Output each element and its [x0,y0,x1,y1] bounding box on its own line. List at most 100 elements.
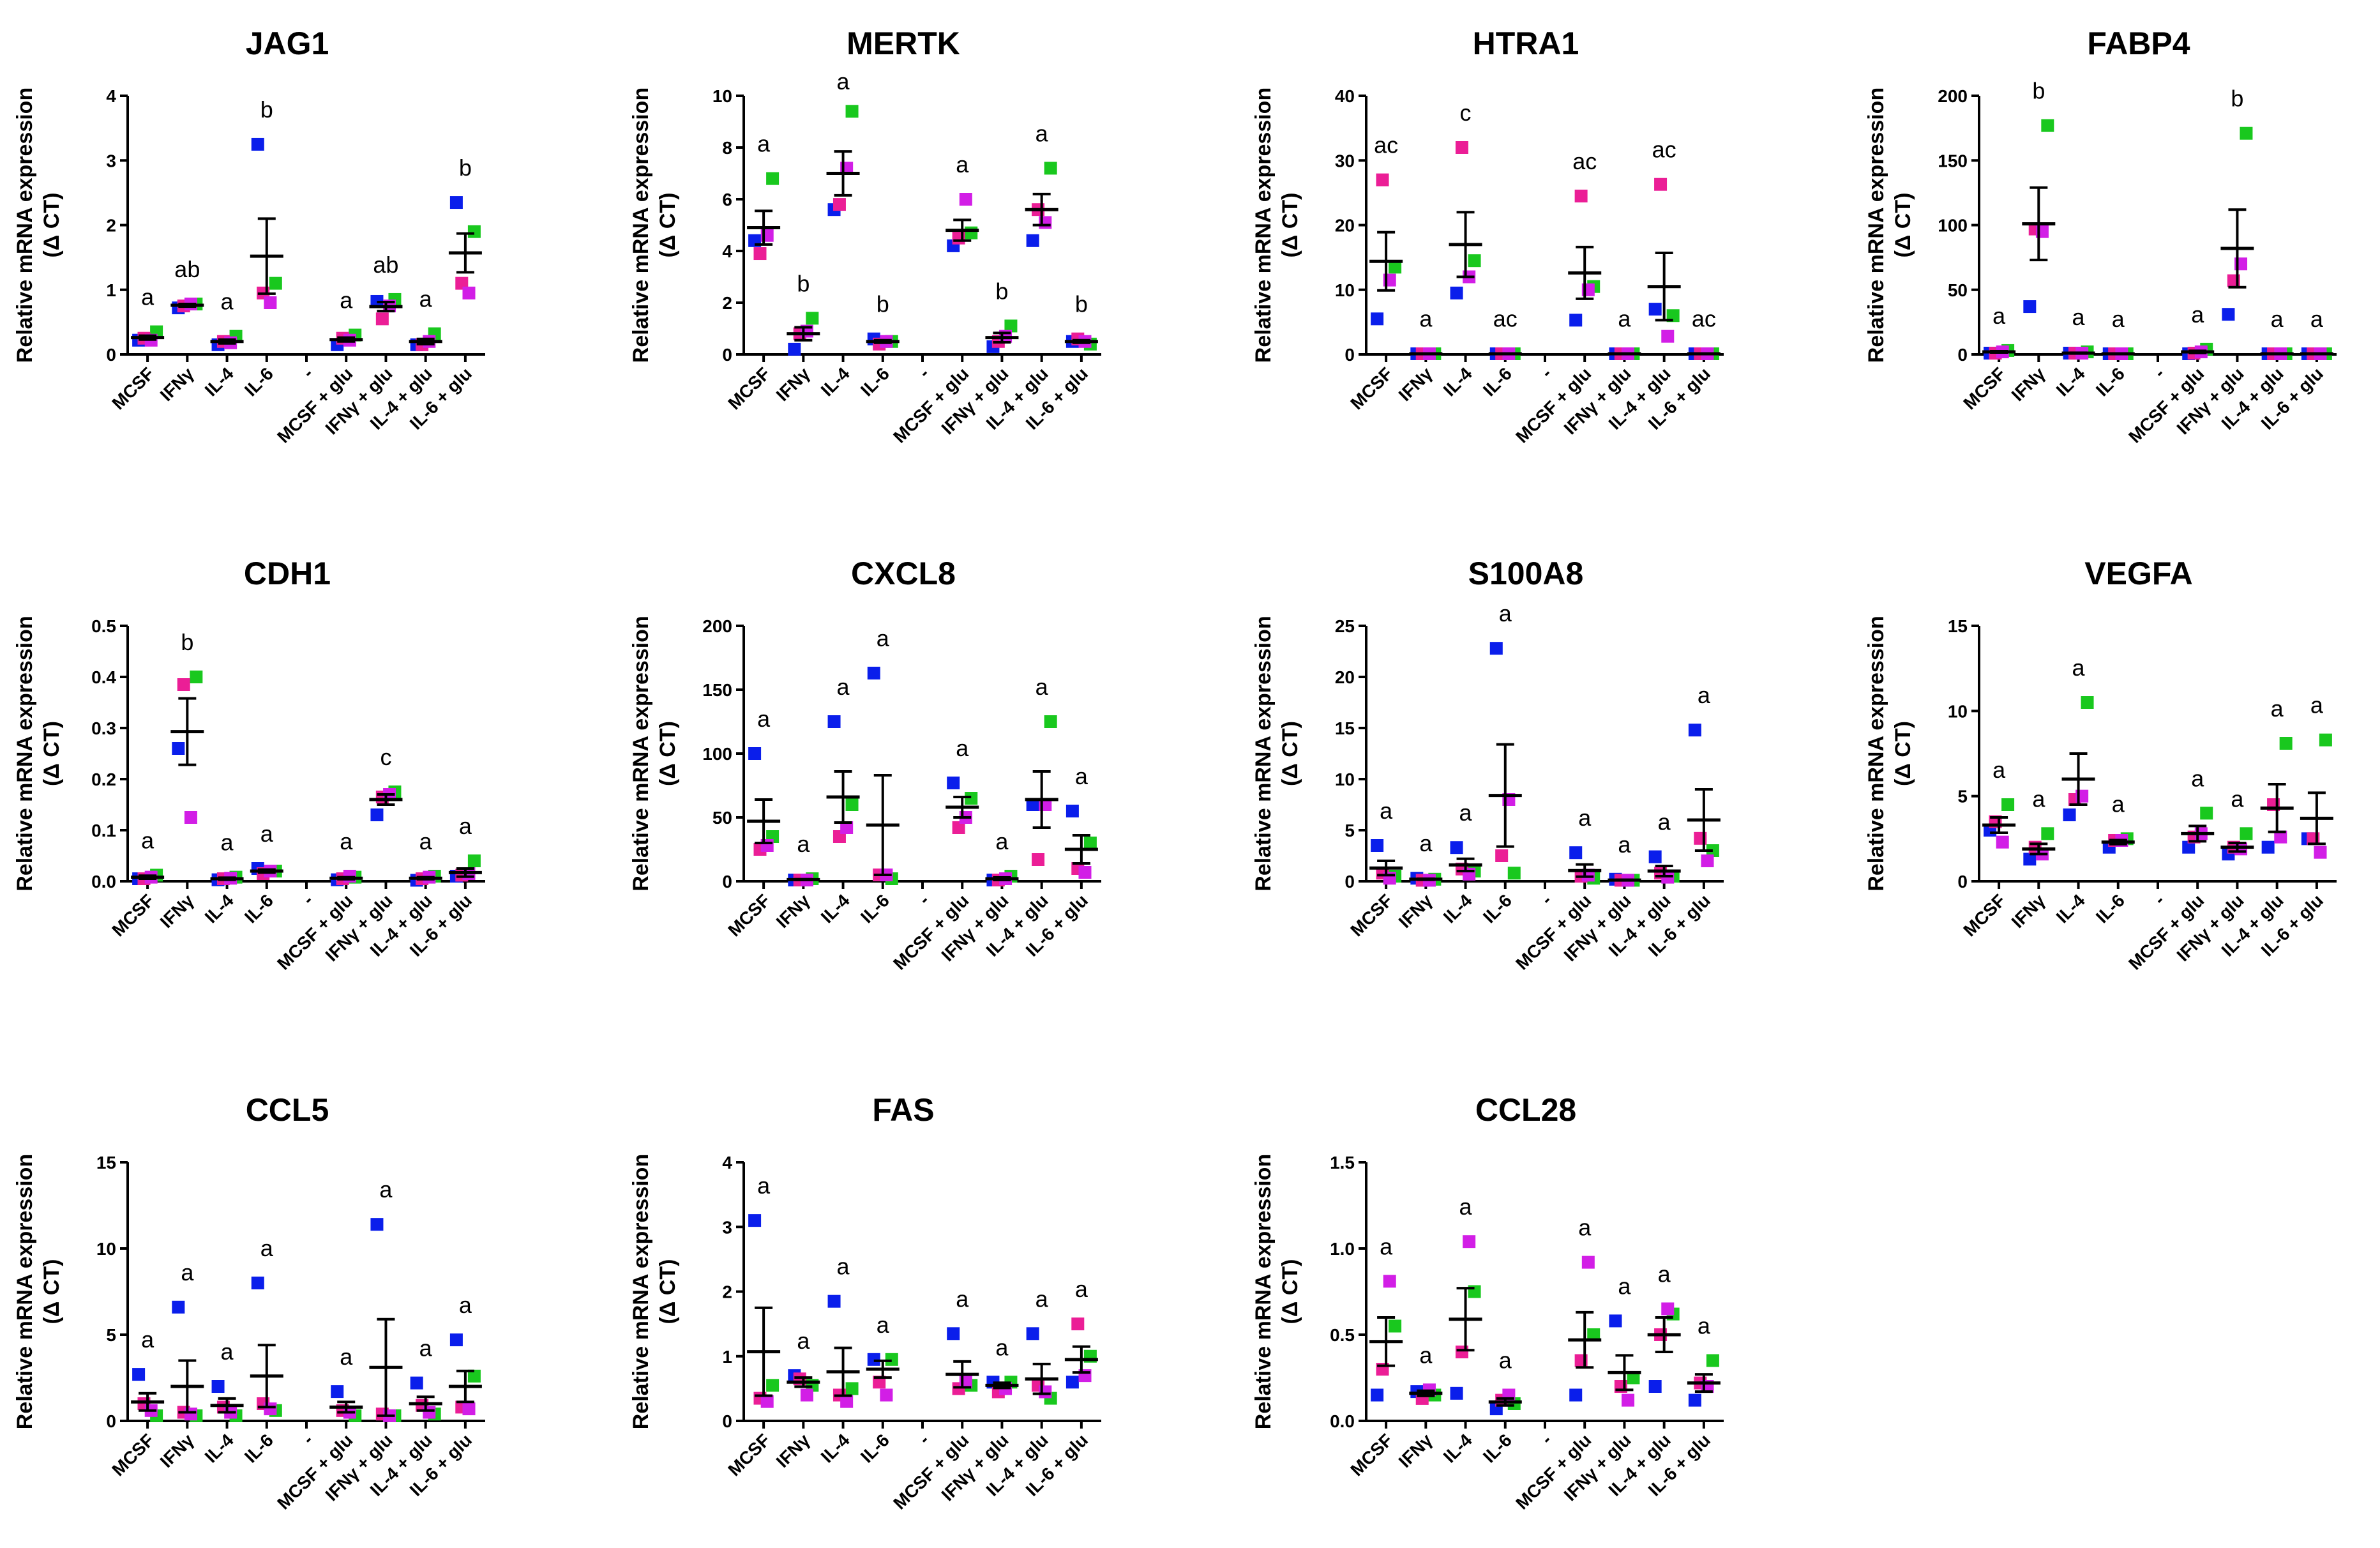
y-axis-label: Relative mRNA expression [1864,87,1888,363]
significance-letter: a [1380,798,1393,824]
chart-title: HTRA1 [1473,26,1579,61]
y-tick-label: 1.5 [1330,1153,1355,1172]
data-point [1026,798,1039,811]
data-point [251,137,264,151]
data-point [840,821,854,834]
data-point [1071,1317,1085,1331]
data-point [1609,1314,1622,1328]
data-point [2063,808,2076,821]
significance-letter: a [181,1259,194,1286]
data-point [748,747,762,760]
y-axis-label: Relative mRNA expression [13,87,37,363]
significance-letter: a [1459,1194,1473,1220]
significance-letter: ac [1692,305,1716,331]
x-tick-label: IL-6 [857,363,893,400]
y-tick-label: 0 [1957,872,1968,892]
significance-letter: a [2271,695,2284,722]
data-point [947,777,960,789]
data-point [1507,867,1521,880]
data-point [827,1294,841,1308]
significance-letter: a [221,830,234,856]
y-tick-label: 10 [712,86,732,106]
data-point [827,715,841,728]
significance-letter: a [221,289,234,315]
y-tick-label: 0 [1344,872,1355,892]
significance-letter: a [1499,600,1512,626]
x-tick-label: MCSF [1346,890,1396,940]
data-point [2240,827,2253,840]
significance-letter: a [877,625,890,651]
significance-letter: a [2191,301,2204,328]
significance-letter: a [260,1235,274,1261]
y-tick-label: 10 [1335,280,1355,300]
x-tick-label: - [299,1430,317,1448]
significance-letter: c [1460,100,1472,126]
significance-letter: a [837,68,850,95]
y-axis-label-unit: (Δ CT) [656,1259,680,1324]
y-axis-label-unit: (Δ CT) [1278,721,1302,786]
significance-letter: a [2112,306,2125,332]
y-tick-label: 50 [1948,280,1968,300]
x-tick-label: IL-6 [2092,363,2128,400]
significance-letter: a [2231,785,2244,812]
x-tick-label: IL-4 [1440,890,1476,927]
data-point [947,1327,960,1340]
y-tick-label: 5 [106,1325,116,1345]
y-tick-label: 3 [106,151,116,171]
y-tick-label: 8 [722,138,732,158]
significance-letter: a [1578,805,1592,831]
data-point [410,1376,423,1390]
data-point [1688,724,1701,737]
significance-letter: a [2310,306,2324,332]
y-axis-label-unit: (Δ CT) [1891,193,1915,258]
y-tick-label: 15 [1335,718,1355,738]
significance-letter: a [260,821,274,847]
significance-letter: a [1992,757,2006,783]
data-point [766,1379,780,1392]
x-tick-label: IFNγ [772,890,814,932]
significance-letter: a [1419,830,1433,856]
y-axis-label-unit: (Δ CT) [40,193,64,258]
y-tick-label: 0.0 [91,872,116,892]
significance-letter: a [995,828,1009,854]
significance-letter: a [1036,1286,1049,1312]
data-point [1489,642,1503,655]
y-tick-label: 10 [1948,701,1968,721]
significance-letter: a [2112,791,2125,817]
significance-letter: a [1698,1313,1711,1339]
data-point [172,1300,185,1314]
y-tick-label: 0 [106,1411,116,1431]
y-tick-label: 100 [1938,216,1968,236]
x-tick-label: IFNγ [2008,890,2049,932]
significance-letter: a [1618,1273,1631,1299]
y-tick-label: 0 [1957,345,1968,365]
y-axis-label-unit: (Δ CT) [40,721,64,786]
panel-fabp4: FABP4 Relative mRNA expression (Δ CT) 0 50 10… [1864,26,2337,447]
y-tick-label: 0.5 [1330,1325,1355,1345]
data-point [375,312,389,326]
x-tick-label: MCSF [1959,363,2009,413]
data-point [1450,1386,1463,1400]
y-axis-label-unit: (Δ CT) [656,721,680,786]
significance-letter: b [459,155,472,181]
x-tick-label: IL-6 [241,363,277,400]
data-point [2240,126,2253,140]
data-point [331,1385,344,1399]
x-tick-label: MCSF [1346,363,1396,413]
data-point [462,1402,476,1416]
data-point [1026,1327,1039,1340]
x-tick-label: - [299,890,317,909]
y-axis-label: Relative mRNA expression [629,1154,653,1429]
x-tick-label: MCSF [108,363,158,413]
data-point [1661,330,1675,343]
data-point [1463,1235,1476,1248]
data-point [1078,866,1092,879]
significance-letter: a [141,284,154,310]
data-point [1032,853,1045,866]
x-tick-label: IFNγ [1395,1430,1436,1471]
significance-letter: ac [1652,137,1676,163]
chart-title: JAG1 [246,26,329,61]
x-tick-label: - [299,363,317,382]
x-tick-label: IL-4 [817,1430,854,1466]
significance-letter: a [1992,303,2006,329]
